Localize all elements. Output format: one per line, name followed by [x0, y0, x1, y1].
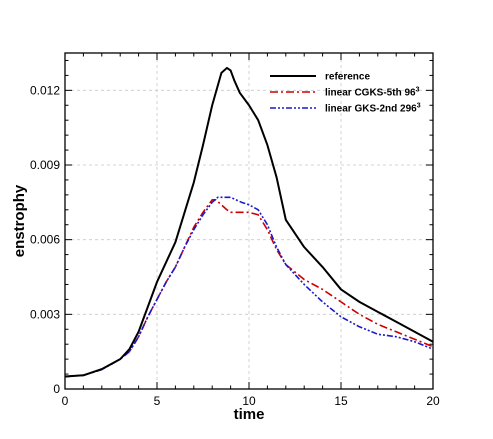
y-tick-label: 0 — [53, 382, 60, 396]
x-tick-label: 10 — [242, 394, 256, 408]
legend-label-2: linear GKS-2nd 2963 — [325, 103, 421, 115]
legend-label-superscript: 3 — [416, 87, 420, 94]
x-axis-label: time — [234, 406, 265, 423]
y-axis-label: enstrophy — [11, 184, 28, 257]
series-line-2 — [64, 196, 434, 378]
grid — [65, 53, 433, 389]
legend-label-superscript: 3 — [417, 103, 421, 110]
x-tick-label: 5 — [154, 394, 161, 408]
legend-label-text: linear GKS-2nd 296 — [325, 104, 417, 115]
y-tick-label: 0.003 — [30, 307, 60, 321]
legend-label-text: reference — [325, 72, 370, 83]
x-tick-label: 20 — [426, 394, 440, 408]
x-tick-label: 0 — [62, 394, 69, 408]
y-tick-label: 0.009 — [30, 158, 60, 172]
series-line-0 — [64, 66, 434, 378]
axis-ticks: 0 5 10 15 20 0 0.003 0.006 0.009 0.012 — [30, 53, 440, 408]
series-layer — [64, 66, 434, 378]
legend-label-1: linear CGKS-5th 963 — [325, 87, 420, 99]
legend-label-0: reference — [325, 72, 370, 83]
y-tick-label: 0.012 — [30, 83, 60, 97]
legend-label-text: linear CGKS-5th 96 — [325, 88, 416, 99]
y-tick-label: 0.006 — [30, 233, 60, 247]
x-tick-label: 15 — [334, 394, 348, 408]
